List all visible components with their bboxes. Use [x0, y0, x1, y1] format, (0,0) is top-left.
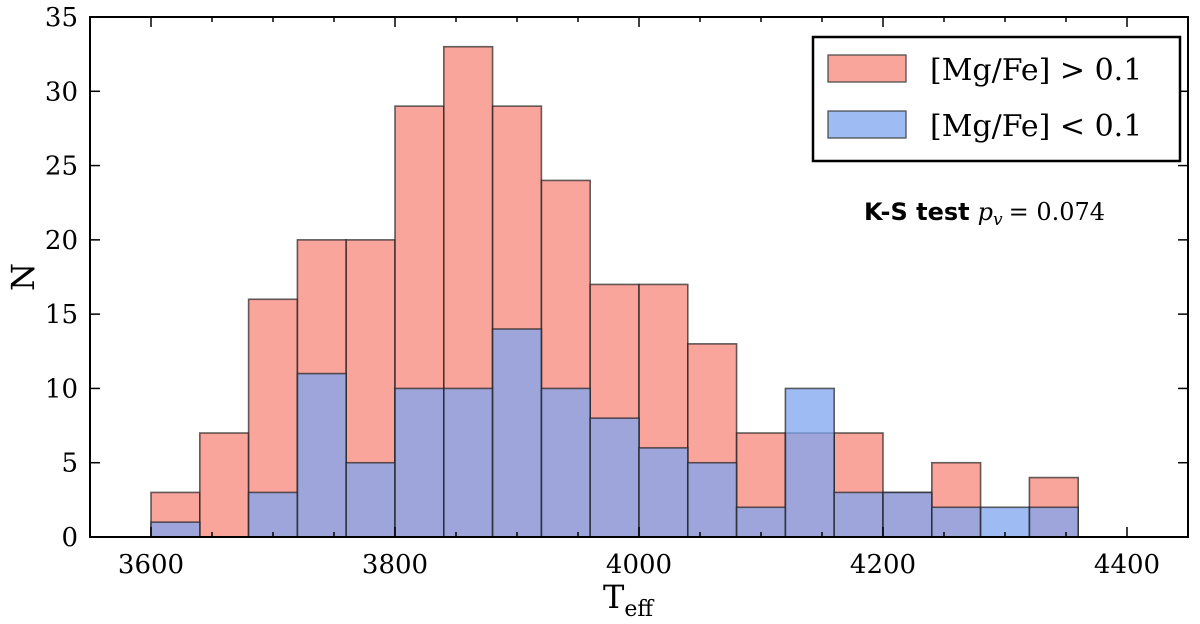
ks-test-p-sub: v — [993, 210, 1003, 230]
legend-swatch-mg-fe-high — [827, 54, 907, 83]
legend-label-mg-fe-high: [Mg/Fe] > 0.1 — [930, 53, 1142, 88]
ks-test-p: p — [978, 198, 993, 226]
ks-test-label: K-S test — [864, 198, 970, 226]
bar-mg-fe-low-3720 — [296, 372, 347, 538]
legend-swatch-mg-fe-low — [827, 110, 907, 139]
bar-mg-fe-low-3960 — [589, 417, 640, 538]
bar-mg-fe-low-3840 — [442, 387, 494, 538]
x-tick-label-4200: 4200 — [850, 550, 916, 580]
y-tick-label-15: 15 — [45, 300, 78, 330]
x-tick-label-3800: 3800 — [362, 550, 428, 580]
bar-mg-fe-low-3600 — [150, 521, 201, 538]
y-tick-label-35: 35 — [45, 3, 78, 33]
bar-mg-fe-high-3640 — [199, 432, 250, 538]
ks-test-annotation: K-S test pv = 0.074 — [864, 198, 1105, 230]
bar-mg-fe-low-4200 — [882, 491, 933, 538]
x-axis-label: Teff — [603, 578, 654, 622]
bars-mg-fe-low — [150, 328, 1080, 538]
y-tick-label-5: 5 — [61, 449, 78, 479]
bar-mg-fe-low-4000 — [638, 447, 689, 538]
bar-mg-fe-low-3760 — [345, 461, 396, 538]
x-tick-label-4000: 4000 — [606, 550, 672, 580]
y-tick-label-25: 25 — [45, 152, 78, 182]
bar-mg-fe-low-3920 — [540, 387, 592, 538]
bar-mg-fe-low-3680 — [247, 491, 299, 538]
bar-mg-fe-low-4120 — [784, 387, 836, 538]
ks-test-value: = 0.074 — [1009, 198, 1105, 226]
legend-label-mg-fe-low: [Mg/Fe] < 0.1 — [930, 109, 1142, 144]
legend: [Mg/Fe] > 0.1 [Mg/Fe] < 0.1 — [811, 35, 1182, 163]
x-axis-label-sub: eff — [624, 597, 654, 622]
y-tick-label-20: 20 — [45, 226, 78, 256]
x-axis-label-main: T — [603, 578, 625, 616]
x-tick-label-4400: 4400 — [1094, 550, 1160, 580]
y-tick-label-0: 0 — [61, 523, 78, 553]
plot-frame — [89, 16, 1189, 538]
y-tick-label-30: 30 — [45, 77, 78, 107]
bar-mg-fe-low-4240 — [930, 506, 982, 538]
bar-mg-fe-low-3800 — [394, 387, 445, 538]
bar-mg-fe-low-4320 — [1028, 506, 1080, 538]
y-axis-label: N — [4, 263, 42, 291]
bar-mg-fe-low-3880 — [491, 328, 543, 538]
bar-mg-fe-low-4160 — [833, 491, 884, 538]
y-tick-label-10: 10 — [45, 374, 78, 404]
bar-mg-fe-low-4040 — [686, 461, 738, 538]
tick-labels: 3600 3800 4000 4200 4400 0 5 10 15 20 25 30 35 — [45, 3, 1160, 580]
x-tick-label-3600: 3600 — [118, 550, 184, 580]
